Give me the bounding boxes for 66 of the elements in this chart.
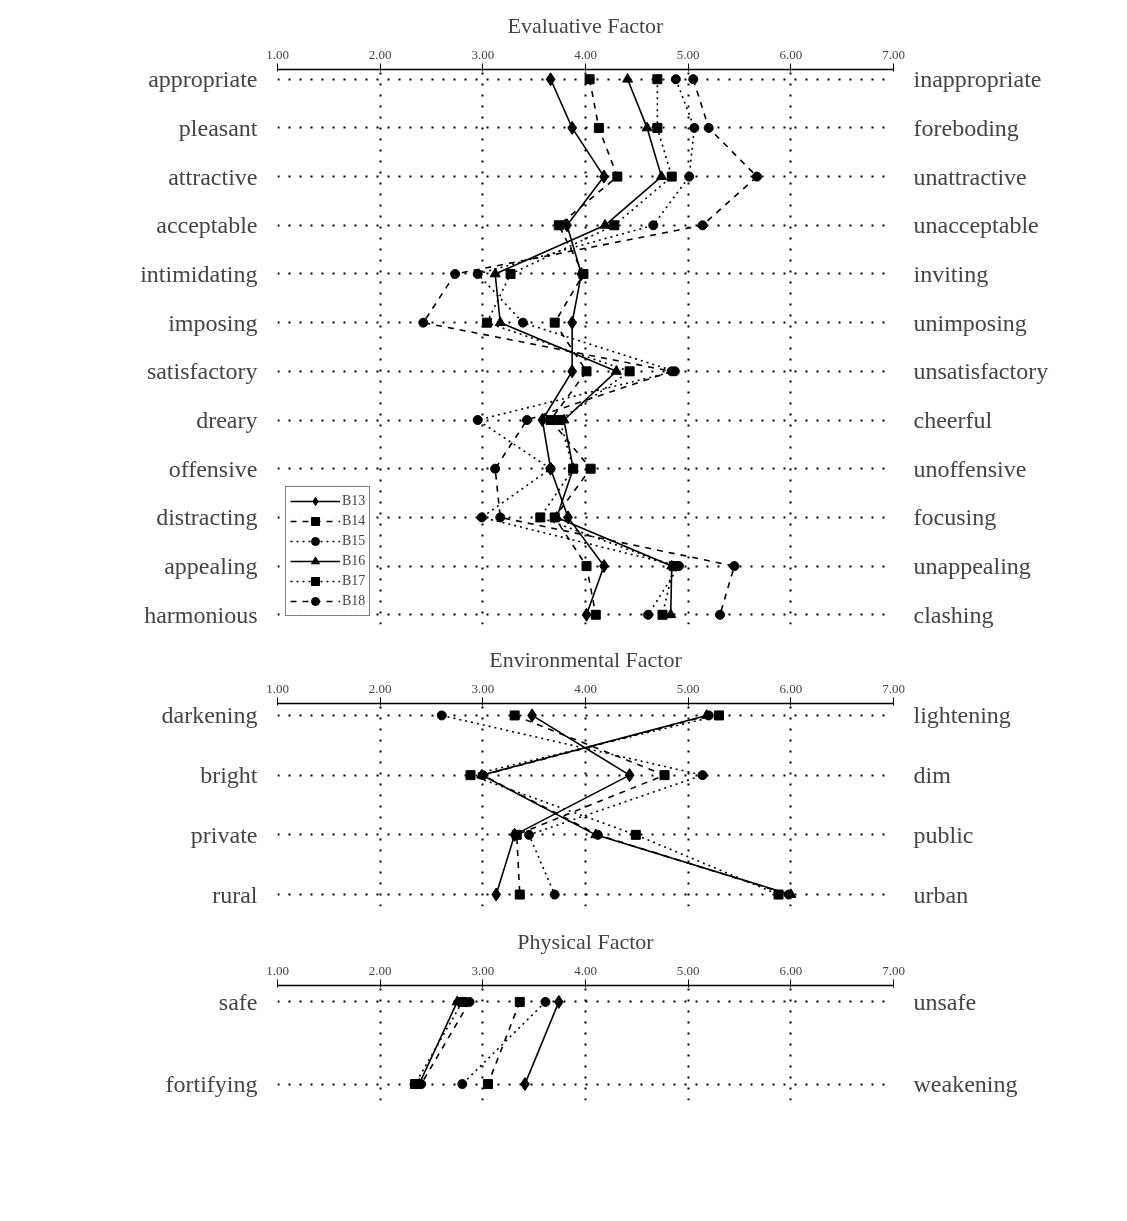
x-tick-label: 2.00 xyxy=(368,962,392,978)
x-tick-label: 6.00 xyxy=(779,962,803,978)
x-tick-label: 5.00 xyxy=(676,962,700,978)
x-tick-label: 7.00 xyxy=(882,680,905,696)
chart-title: Evaluative Factor xyxy=(507,12,665,38)
y2-tick-label: unattractive xyxy=(913,163,1027,190)
x-tick-label: 5.00 xyxy=(676,680,700,696)
x-tick-label: 2.00 xyxy=(368,46,392,62)
x-tick-label: 4.00 xyxy=(574,962,597,978)
y-tick-label: bright xyxy=(200,762,258,789)
y-tick-label: distracting xyxy=(156,504,258,531)
x-tick-label: 3.00 xyxy=(471,46,495,62)
x-tick-label: 5.00 xyxy=(676,46,700,62)
x-tick-label: 3.00 xyxy=(471,680,495,696)
y2-tick-label: unsafe xyxy=(913,988,977,1015)
y2-tick-label: unappealing xyxy=(913,553,1031,580)
x-tick-label: 3.00 xyxy=(471,962,495,978)
x-tick-label: 7.00 xyxy=(882,46,905,62)
x-tick-label: 4.00 xyxy=(574,46,597,62)
y-tick-label: acceptable xyxy=(156,212,258,239)
x-tick-label: 1.00 xyxy=(266,962,289,978)
y2-tick-label: clashing xyxy=(913,601,994,628)
y2-tick-label: inappropriate xyxy=(913,66,1042,93)
y2-tick-label: unimposing xyxy=(913,309,1027,336)
y-tick-label: dreary xyxy=(196,407,258,434)
y-tick-label: private xyxy=(190,821,258,848)
legend-label: B13 xyxy=(342,492,366,510)
legend-label: B17 xyxy=(342,572,366,590)
y2-tick-label: dim xyxy=(913,762,952,789)
legend-label: B15 xyxy=(342,532,366,550)
x-tick-label: 6.00 xyxy=(779,46,803,62)
y2-tick-label: urban xyxy=(913,881,969,908)
y-tick-label: attractive xyxy=(168,163,258,190)
chart-title: Environmental Factor xyxy=(489,646,683,672)
x-tick-label: 4.00 xyxy=(574,680,597,696)
y-tick-label: safe xyxy=(218,988,258,1015)
y-tick-label: darkening xyxy=(161,702,258,729)
y2-tick-label: inviting xyxy=(913,260,989,287)
x-tick-label: 6.00 xyxy=(779,680,803,696)
y2-tick-label: public xyxy=(913,821,974,848)
y2-tick-label: unsatisfactory xyxy=(913,358,1049,385)
y2-tick-label: unacceptable xyxy=(913,212,1039,239)
y-tick-label: harmonious xyxy=(144,601,258,628)
y-tick-label: pleasant xyxy=(178,114,258,141)
y-tick-label: intimidating xyxy=(140,260,258,287)
legend-label: B18 xyxy=(342,592,366,610)
y2-tick-label: foreboding xyxy=(913,114,1019,141)
y2-tick-label: cheerful xyxy=(913,407,993,434)
x-tick-label: 1.00 xyxy=(266,46,289,62)
y-tick-label: offensive xyxy=(168,455,258,482)
y-tick-label: appealing xyxy=(164,553,258,580)
x-tick-label: 1.00 xyxy=(266,680,289,696)
y2-tick-label: lightening xyxy=(913,702,1011,729)
legend-label: B16 xyxy=(342,552,366,570)
y2-tick-label: focusing xyxy=(913,504,997,531)
chart-title: Physical Factor xyxy=(517,928,655,954)
y-tick-label: satisfactory xyxy=(146,358,258,385)
legend-label: B14 xyxy=(342,512,366,530)
y-tick-label: imposing xyxy=(168,309,258,336)
y-tick-label: fortifying xyxy=(165,1071,258,1098)
x-tick-label: 7.00 xyxy=(882,962,905,978)
y-tick-label: rural xyxy=(212,881,258,908)
y2-tick-label: weakening xyxy=(913,1071,1018,1098)
x-tick-label: 2.00 xyxy=(368,680,392,696)
y2-tick-label: unoffensive xyxy=(913,455,1027,482)
y-tick-label: appropriate xyxy=(148,66,258,93)
